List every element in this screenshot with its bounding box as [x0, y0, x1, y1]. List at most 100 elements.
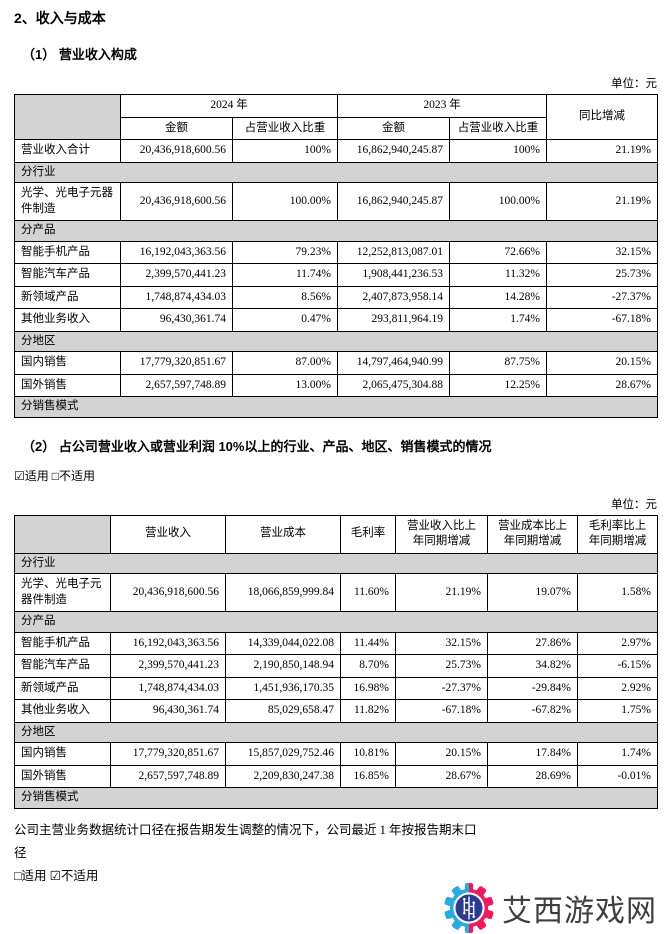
value-cell: 100% — [449, 139, 547, 163]
column-header-share-2024: 占营业收入比重 — [232, 116, 338, 141]
row-label: 国内销售 — [14, 742, 111, 766]
table-row: 新领域产品 1,748,874,434.03 1,451,936,170.35 16.… — [14, 676, 658, 701]
value-cell: 2,065,475,304.88 — [337, 373, 450, 398]
value-cell: 25.73% — [395, 654, 488, 678]
value-cell: 2,657,597,748.89 — [110, 764, 226, 789]
table-row: 光学、光电子元器件制造 20,436,918,600.56 100.00% 16,86… — [14, 182, 658, 222]
value-cell: 1.58% — [577, 573, 658, 613]
row-label: 国外销售 — [14, 764, 111, 789]
value-cell: 1,748,874,434.03 — [110, 676, 226, 701]
value-cell: 1.74% — [577, 742, 658, 766]
value-cell: 2,190,850,148.94 — [225, 654, 341, 678]
value-cell: 1,451,936,170.35 — [225, 676, 341, 701]
footer-note: 公司主营业务数据统计口径在报告期发生调整的情况下，公司最近 1 年按报告期末口径… — [14, 819, 482, 888]
value-cell: -0.01% — [577, 764, 658, 789]
table-row: 智能手机产品 16,192,043,363.56 79.23% 12,252,813,… — [14, 240, 658, 265]
row-label: 智能手机产品 — [14, 631, 111, 656]
value-cell: 20,436,918,600.56 — [110, 573, 226, 613]
table-row: 智能汽车产品 2,399,570,441.23 2,190,850,148.94 8.… — [14, 654, 658, 678]
footer-note-applicability: □适用 ☑不适用 — [14, 869, 99, 884]
value-cell: 28.67% — [395, 764, 488, 789]
value-cell: 79.23% — [232, 240, 338, 265]
row-label: 新领域产品 — [14, 676, 111, 701]
value-cell: 21.19% — [546, 182, 658, 222]
value-cell: -67.18% — [546, 308, 658, 332]
value-cell: 16,192,043,363.56 — [110, 631, 226, 656]
value-cell: 14,797,464,940.99 — [337, 351, 450, 375]
unit-label-1: 单位：元 — [611, 78, 657, 90]
value-cell: 96,430,361.74 — [110, 699, 226, 723]
page-title: 2、收入与成本 — [14, 10, 106, 26]
value-cell: -6.15% — [577, 654, 658, 678]
header-row-years: 2024 年 2023 年 同比增减 — [14, 93, 658, 141]
watermark-text: 艾西游戏网 — [502, 895, 657, 929]
watermark: 艾西游戏网 — [443, 882, 657, 934]
value-cell: 100.00% — [232, 182, 338, 222]
value-cell: 16.85% — [340, 764, 396, 789]
section-row: 分产品 — [14, 220, 658, 242]
revenue-table-header: 2024 年 2023 年 同比增减 金额 占营业收入比重 金额 占营业收入比重 — [14, 93, 658, 141]
row-label: 智能汽车产品 — [14, 654, 111, 678]
value-cell: 1,908,441,236.53 — [337, 263, 450, 287]
table-row: 光学、光电子元器件制造 20,436,918,600.56 18,066,859,9… — [14, 573, 658, 613]
value-cell: 100.00% — [449, 182, 547, 222]
value-cell: 2,407,873,958.14 — [337, 285, 450, 310]
row-label: 智能汽车产品 — [14, 263, 121, 287]
column-header-2024: 2024 年 — [120, 94, 338, 118]
section-label: 分销售模式 — [14, 396, 658, 418]
section-row: 分地区 — [14, 330, 658, 353]
revenue-table-body: 营业收入合计 20,436,918,600.56 100% 16,862,940,24… — [14, 139, 658, 418]
value-cell: 2.97% — [577, 631, 658, 656]
value-cell: 2,399,570,441.23 — [120, 263, 233, 287]
row-label: 国内销售 — [14, 351, 121, 375]
section-label: 分行业 — [14, 552, 658, 575]
value-cell: 21.19% — [395, 573, 488, 613]
revenue-composition-table: 2024 年 2023 年 同比增减 金额 占营业收入比重 金额 占营业收入比重… — [14, 93, 658, 418]
value-cell: 2,657,597,748.89 — [120, 373, 233, 398]
value-cell: 19.07% — [487, 573, 578, 613]
section-label: 分行业 — [14, 161, 658, 184]
row-label: 其他业务收入 — [14, 699, 111, 723]
value-cell: 17.84% — [487, 742, 578, 766]
value-cell: 13.00% — [232, 373, 338, 398]
value-cell: 14.28% — [449, 285, 547, 310]
footer-note-line1: 公司主营业务数据统计口径在报告期发生调整的情况下，公司最近 1 年按报告期末口径 — [14, 822, 477, 861]
value-cell: 293,811,964.19 — [337, 308, 450, 332]
value-cell: 1,748,874,434.03 — [120, 285, 233, 310]
value-cell: -67.18% — [395, 699, 488, 723]
value-cell: 72.66% — [449, 240, 547, 265]
section-label: 分地区 — [14, 721, 658, 744]
value-cell: 32.15% — [546, 240, 658, 265]
value-cell: 1.74% — [449, 308, 547, 332]
value-cell: 2.92% — [577, 676, 658, 701]
value-cell: 20,436,918,600.56 — [120, 182, 233, 222]
value-cell: 85,029,658.47 — [225, 699, 341, 723]
value-cell: 8.70% — [340, 654, 396, 678]
corner-cell — [14, 514, 111, 554]
column-header-share-2023: 占营业收入比重 — [449, 116, 547, 141]
table-row: 国外销售 2,657,597,748.89 2,209,830,247.38 16.8… — [14, 764, 658, 789]
value-cell: 16,862,940,245.87 — [337, 139, 450, 163]
column-header-margin-yoy: 毛利率比上年同期增减 — [577, 514, 658, 554]
value-cell: 25.73% — [546, 263, 658, 287]
value-cell: 20.15% — [546, 351, 658, 375]
column-header-amount-2024: 金额 — [120, 116, 233, 141]
value-cell: 16,192,043,363.56 — [120, 240, 233, 265]
value-cell: 1.75% — [577, 699, 658, 723]
value-cell: 34.82% — [487, 654, 578, 678]
document-page: 2、收入与成本 （1） 营业收入构成 单位：元 2024 年 2023 年 同比… — [14, 10, 658, 934]
segment-table-body: 分行业 光学、光电子元器件制造 20,436,918,600.56 18,066,85… — [14, 552, 658, 809]
value-cell: 12.25% — [449, 373, 547, 398]
section-row: 分产品 — [14, 611, 658, 633]
row-label: 其他业务收入 — [14, 308, 121, 332]
value-cell: 28.67% — [546, 373, 658, 398]
value-cell: 15,857,029,752.46 — [225, 742, 341, 766]
value-cell: 17,779,320,851.67 — [110, 742, 226, 766]
value-cell: 96,430,361.74 — [120, 308, 233, 332]
corner-cell — [14, 93, 121, 141]
row-label: 光学、光电子元器件制造 — [14, 182, 121, 222]
value-cell: 28.69% — [487, 764, 578, 789]
value-cell: 16.98% — [340, 676, 396, 701]
value-cell: -67.82% — [487, 699, 578, 723]
value-cell: 100% — [232, 139, 338, 163]
